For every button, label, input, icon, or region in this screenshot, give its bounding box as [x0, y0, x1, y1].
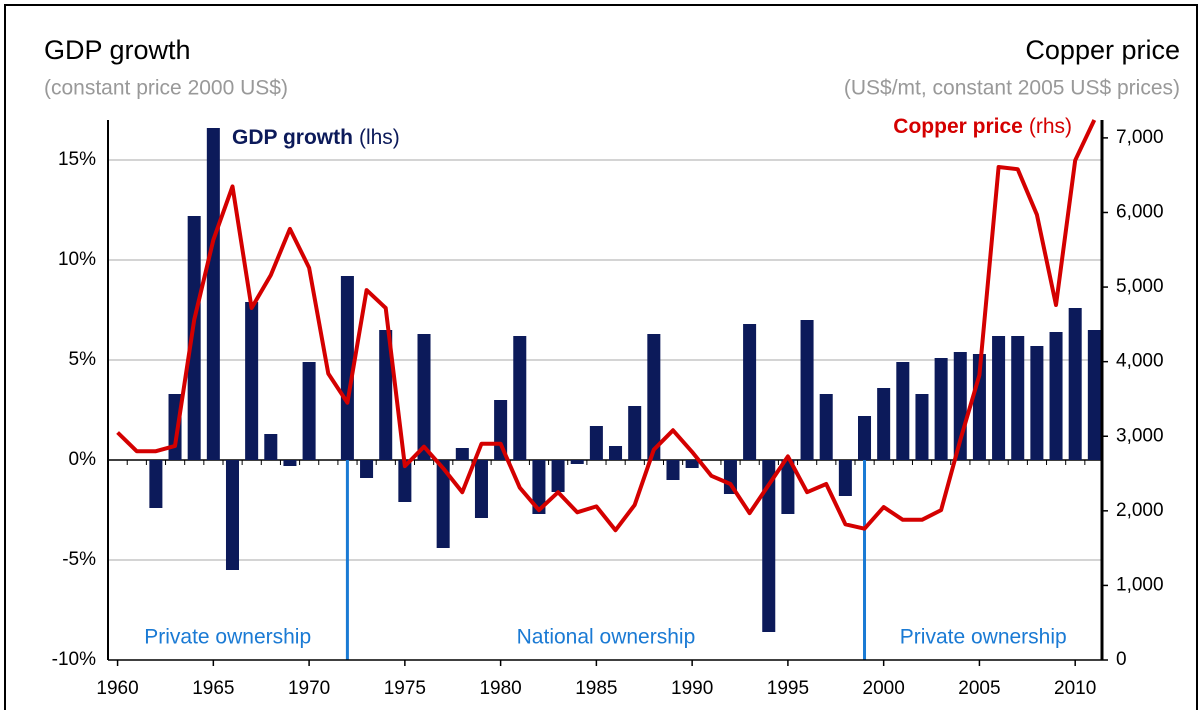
bar	[838, 460, 852, 496]
x-tick-label: 2005	[958, 678, 1000, 699]
x-tick-label: 1975	[384, 678, 426, 699]
region-label: National ownership	[517, 626, 696, 649]
bar	[264, 434, 278, 460]
bar	[628, 406, 642, 460]
bar	[858, 416, 872, 460]
y-tick-label: 5%	[69, 349, 97, 370]
right-subtitle: (US$/mt, constant 2005 US$ prices)	[844, 77, 1180, 100]
bar	[551, 460, 565, 492]
y2-tick-label: 1,000	[1116, 574, 1164, 595]
x-tick-label: 1995	[767, 678, 809, 699]
bar	[417, 334, 431, 460]
x-tick-label: 1985	[575, 678, 617, 699]
bar	[532, 460, 546, 514]
bar	[360, 460, 374, 478]
bar	[934, 358, 948, 460]
bar	[781, 460, 795, 514]
bar	[1030, 346, 1044, 460]
legend-entry: GDP growth (lhs)	[232, 126, 400, 149]
bar	[513, 336, 527, 460]
y-tick-label: -10%	[52, 649, 96, 670]
bar	[896, 362, 910, 460]
y-tick-label: 0%	[69, 449, 97, 470]
bar	[1087, 330, 1101, 460]
y2-tick-label: 5,000	[1116, 276, 1164, 297]
bar	[455, 448, 469, 460]
bar	[283, 460, 297, 466]
bar	[609, 446, 623, 460]
legend-suffix: (lhs)	[359, 126, 400, 149]
bar	[762, 460, 776, 632]
x-tick-label: 1960	[96, 678, 138, 699]
bar	[1049, 332, 1063, 460]
bar	[647, 334, 661, 460]
bar	[206, 128, 220, 460]
region-label: Private ownership	[900, 626, 1067, 649]
y-tick-label: 15%	[58, 149, 96, 170]
bar	[877, 388, 891, 460]
legend-name: Copper price	[893, 115, 1023, 138]
bar	[168, 394, 182, 460]
bar	[398, 460, 412, 502]
x-tick-label: 2000	[863, 678, 905, 699]
region-label: Private ownership	[144, 626, 311, 649]
legend-suffix: (rhs)	[1029, 115, 1072, 138]
bar	[570, 460, 584, 464]
frame	[4, 4, 1198, 710]
x-tick-label: 1990	[671, 678, 713, 699]
bar	[800, 320, 814, 460]
y2-tick-label: 0	[1116, 649, 1127, 670]
right-title: Copper price	[1025, 35, 1180, 65]
bar	[474, 460, 488, 518]
x-tick-label: 1965	[192, 678, 234, 699]
y2-tick-label: 2,000	[1116, 500, 1164, 521]
bar	[187, 216, 201, 460]
bar	[245, 302, 259, 460]
legend-entry: Copper price (rhs)	[893, 115, 1072, 138]
bar	[589, 426, 603, 460]
bar	[1068, 308, 1082, 460]
bar	[685, 460, 699, 468]
bar	[436, 460, 450, 548]
bar	[666, 460, 680, 480]
bar	[225, 460, 240, 570]
copper-line	[116, 119, 1097, 533]
y2-tick-label: 6,000	[1116, 202, 1164, 223]
chart-title: GDP growth	[44, 35, 191, 65]
bar	[915, 394, 929, 460]
bar	[1011, 336, 1025, 460]
bar	[149, 460, 163, 508]
x-tick-label: 1980	[479, 678, 521, 699]
legend-name: GDP growth	[232, 126, 353, 149]
y2-tick-label: 4,000	[1116, 351, 1164, 372]
y-tick-label: -5%	[62, 549, 96, 570]
x-tick-label: 1970	[288, 678, 330, 699]
bar	[743, 324, 757, 460]
y-tick-label: 10%	[58, 249, 96, 270]
bar	[302, 362, 316, 460]
y2-tick-label: 3,000	[1116, 425, 1164, 446]
y2-tick-label: 7,000	[1116, 127, 1164, 148]
bar	[819, 394, 833, 460]
bar	[379, 330, 393, 460]
bar	[992, 336, 1006, 460]
bar	[340, 276, 354, 460]
x-tick-label: 2010	[1054, 678, 1096, 699]
chart-subtitle: (constant price 2000 US$)	[44, 77, 288, 100]
